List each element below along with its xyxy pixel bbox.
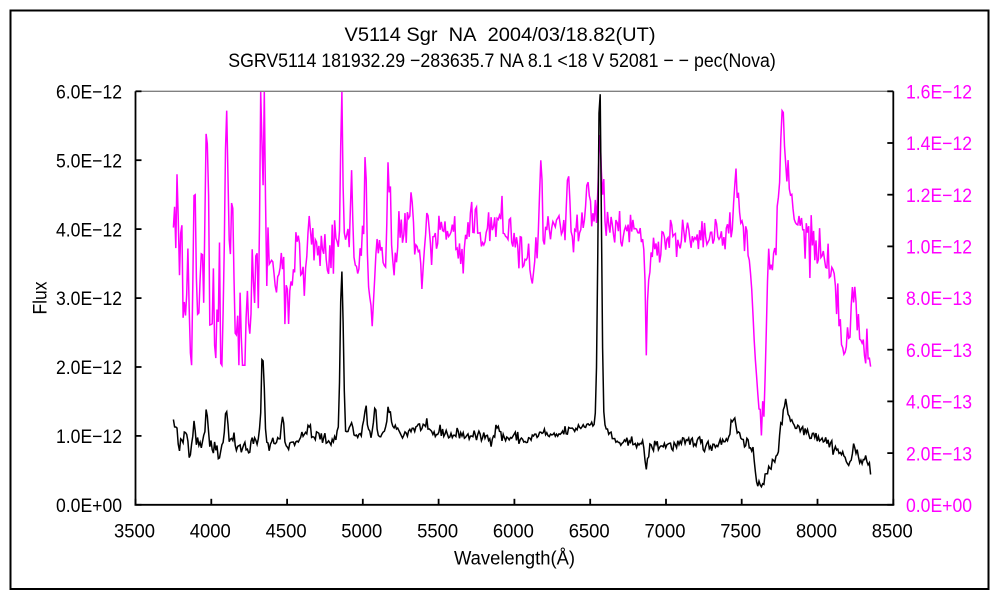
svg-text:1.0E−12: 1.0E−12 (56, 426, 122, 448)
svg-text:0.0E+00: 0.0E+00 (56, 495, 122, 517)
svg-text:1.2E−12: 1.2E−12 (906, 185, 972, 207)
svg-text:4000: 4000 (190, 521, 231, 543)
svg-text:2.0E−13: 2.0E−13 (906, 443, 972, 465)
svg-text:7500: 7500 (720, 521, 761, 543)
svg-text:Flux: Flux (30, 281, 52, 314)
svg-text:2.0E−12: 2.0E−12 (56, 357, 122, 379)
svg-text:8.0E−13: 8.0E−13 (906, 288, 972, 310)
svg-text:5000: 5000 (341, 521, 382, 543)
svg-text:5500: 5500 (417, 521, 458, 543)
svg-text:3500: 3500 (114, 521, 155, 543)
svg-text:4.0E−12: 4.0E−12 (56, 219, 122, 241)
svg-text:6.0E−12: 6.0E−12 (56, 82, 122, 104)
svg-text:1.6E−12: 1.6E−12 (906, 82, 972, 104)
svg-text:4500: 4500 (266, 521, 307, 543)
svg-text:1.4E−12: 1.4E−12 (906, 133, 972, 155)
svg-text:Wavelength(Å): Wavelength(Å) (454, 547, 575, 570)
svg-text:V5114 Sgr NA 2004/03/18.82(U: V5114 Sgr NA 2004/03/18.82(UT) (345, 24, 656, 46)
svg-text:8000: 8000 (796, 521, 837, 543)
svg-text:SGRV5114 181932.29 −283635.7 N: SGRV5114 181932.29 −283635.7 NA 8.1 <18 … (228, 50, 776, 72)
svg-text:0.0E+00: 0.0E+00 (906, 495, 972, 517)
svg-text:4.0E−13: 4.0E−13 (906, 392, 972, 414)
svg-text:5.0E−12: 5.0E−12 (56, 150, 122, 172)
svg-text:6.0E−13: 6.0E−13 (906, 340, 972, 362)
svg-text:1.0E−12: 1.0E−12 (906, 237, 972, 259)
svg-text:6500: 6500 (569, 521, 610, 543)
svg-text:6000: 6000 (493, 521, 534, 543)
svg-text:7000: 7000 (645, 521, 686, 543)
svg-text:8500: 8500 (872, 521, 913, 543)
svg-text:3.0E−12: 3.0E−12 (56, 288, 122, 310)
